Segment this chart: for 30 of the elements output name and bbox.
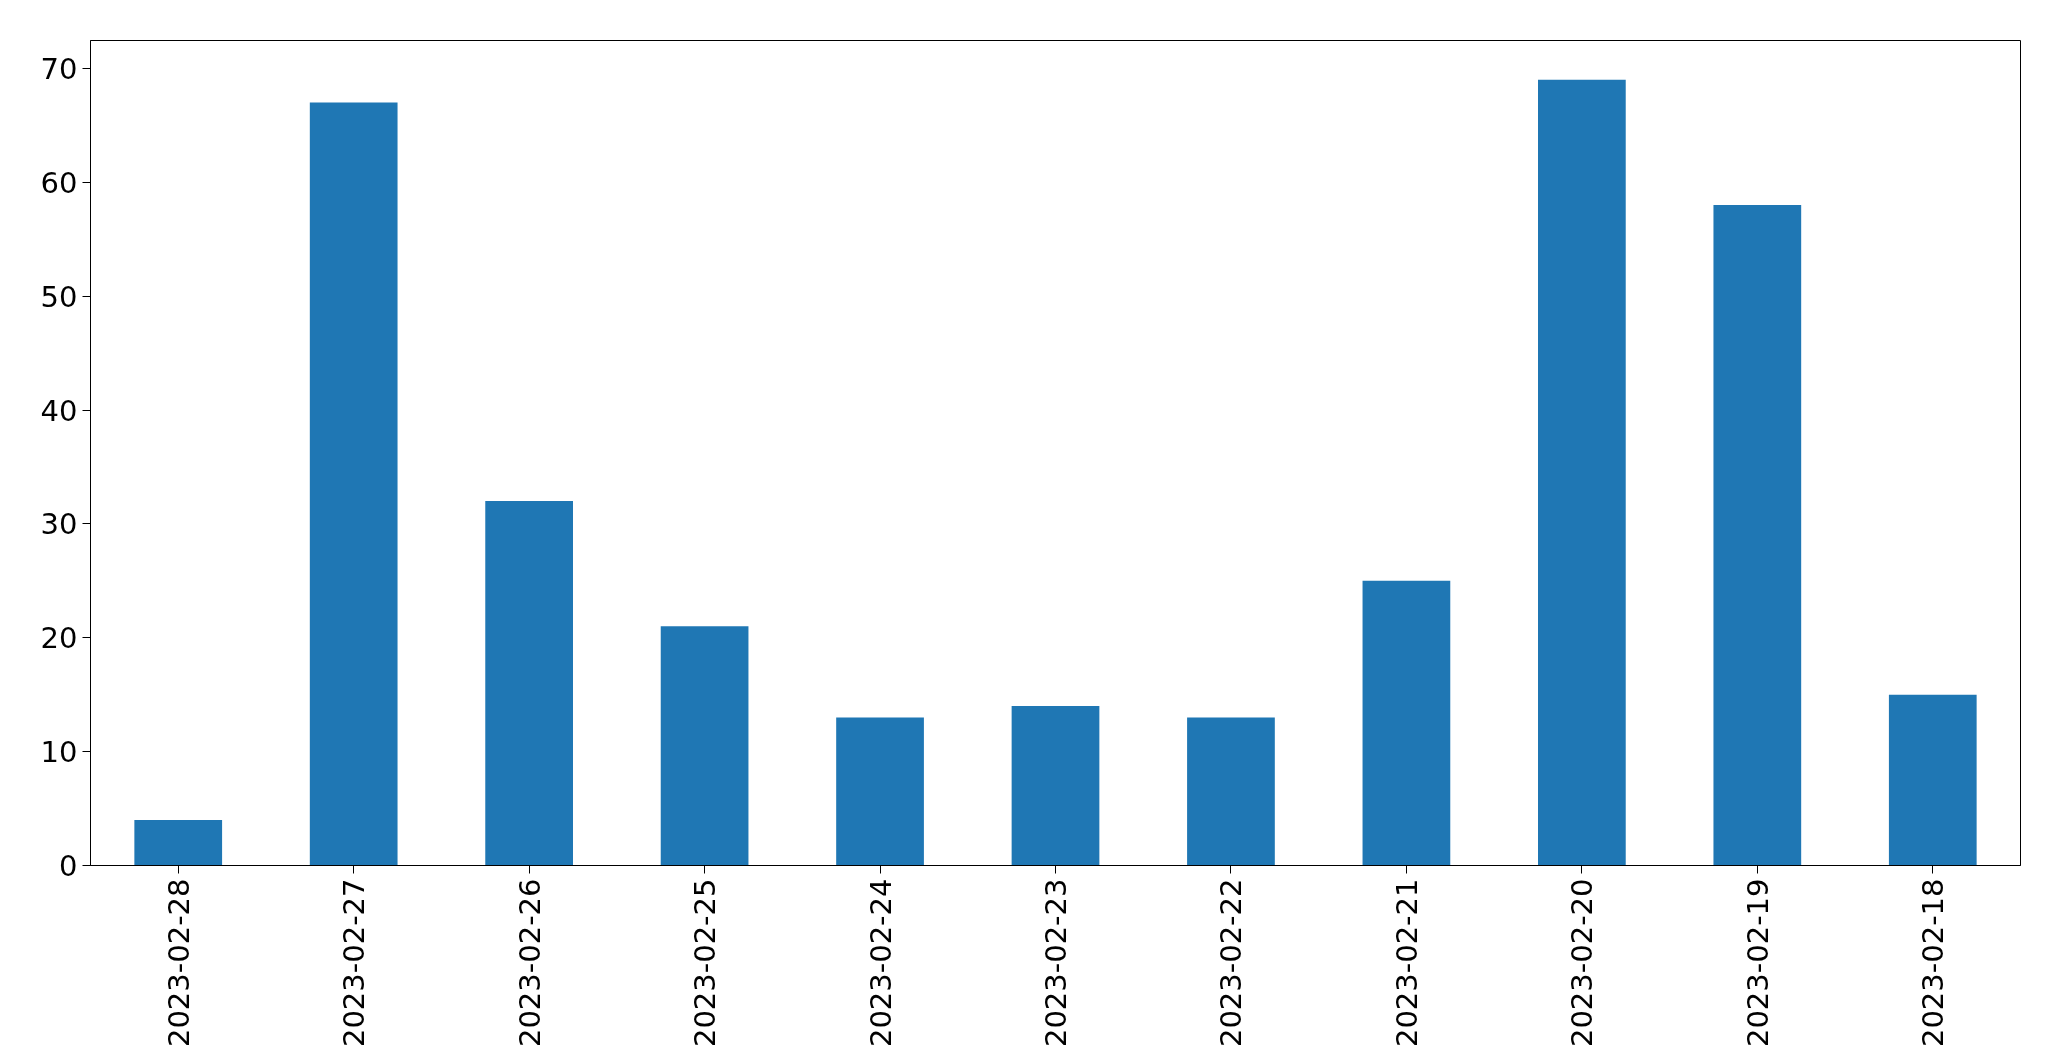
x-tick-label: 2023-02-25: [688, 878, 723, 1048]
bar: [1538, 79, 1626, 866]
y-tick-label: 60: [40, 165, 78, 200]
bar: [1011, 706, 1100, 866]
bar: [485, 501, 573, 866]
x-tick-label: 2023-02-19: [1740, 878, 1775, 1048]
x-tick-label: 2023-02-24: [863, 878, 898, 1048]
bar: [309, 102, 398, 866]
x-tick-label: 2023-02-22: [1214, 878, 1249, 1048]
y-tick-label: 70: [40, 51, 78, 86]
bar: [660, 626, 749, 866]
bar: [134, 819, 223, 866]
bar: [1888, 694, 1977, 866]
x-tick-label: 2023-02-23: [1039, 878, 1073, 1048]
bar: [1362, 580, 1451, 866]
y-tick-label: 40: [40, 393, 78, 428]
y-tick-label: 0: [59, 849, 78, 883]
bar: [836, 717, 924, 866]
bar: [1713, 205, 1802, 866]
y-tick-label: 20: [40, 621, 78, 656]
x-tick-label: 2023-02-18: [1916, 878, 1951, 1048]
x-tick-label: 2023-02-27: [337, 878, 372, 1048]
bar: [1187, 717, 1275, 866]
x-tick-label: 2023-02-28: [161, 878, 196, 1048]
x-tick-label: 2023-02-26: [512, 878, 547, 1048]
x-tick-label: 2023-02-21: [1389, 878, 1424, 1048]
y-tick-label: 50: [40, 279, 78, 314]
x-tick-label: 2023-02-20: [1565, 878, 1600, 1048]
y-tick-label: 10: [40, 735, 78, 770]
y-tick-label: 30: [40, 507, 78, 542]
